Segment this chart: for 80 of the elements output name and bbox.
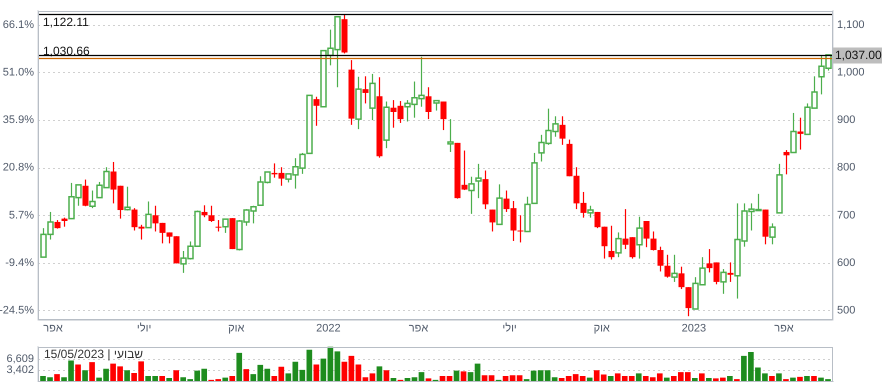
bar [54,374,60,382]
bar [636,373,642,382]
y2-tick-label: 5.7% [8,209,34,222]
candlestick [644,220,650,248]
bar [229,376,236,382]
y2-tick-label: -24.5% [0,304,34,317]
candlestick [608,225,614,260]
y-tick-label: 3,402 [6,364,34,376]
bar [89,362,95,382]
y-tick-label: 800 [837,162,856,174]
y-tick-label: 6,609 [6,353,34,366]
bar [243,369,250,382]
candlestick [560,116,566,146]
bar [727,376,733,382]
candlestick [362,76,368,104]
candlestick [686,286,692,317]
candlestick [518,214,524,244]
bar [460,371,466,382]
y-tick-label: 1,000 [837,66,865,79]
candlestick [798,117,804,150]
bar [811,376,817,382]
candlestick [314,96,320,126]
annotation: שבועי | 15/05/2023 [44,346,144,361]
bar [769,376,775,382]
x-tick-label: 2023 [682,322,706,335]
x-tick-label: אפר [408,322,428,335]
bar [586,378,593,382]
candlestick [202,204,208,218]
candlestick [490,208,496,232]
bar [797,376,803,382]
y2-tick-label: 51.0% [2,66,34,79]
candlestick [208,205,214,223]
bar [608,376,614,382]
ref-line-label: 1,122.11 [43,14,90,29]
y-tick-label: 500 [837,304,856,317]
bar [376,366,382,382]
candlestick [650,230,656,252]
y2-tick-label: 20.8% [2,162,34,174]
candlestick [62,217,68,228]
y-tick-label: 700 [837,209,856,222]
candlestick [216,219,222,232]
y-tick-label: 900 [837,114,856,126]
y2-tick-label: 35.9% [2,114,34,126]
x-tick-label: אפר [774,322,794,335]
bar [699,373,705,382]
y2-tick-label: 66.1% [2,18,34,31]
bar [804,376,810,382]
y-tick-label: 600 [837,256,856,269]
bar [664,378,670,382]
candlestick [440,100,446,131]
bar [75,364,81,382]
bar [222,378,228,382]
bar [790,378,796,382]
bar [390,378,396,382]
bar [124,370,130,382]
bar [173,370,180,382]
candlestick [728,262,734,283]
candlestick [678,266,684,290]
x-tick-label: יולי [502,322,517,335]
y2-tick-label: -9.4% [5,256,34,269]
bar [454,370,460,382]
x-tick-label: יולי [136,322,152,335]
candlestick [784,149,790,175]
x-tick-label: אפר [43,322,63,335]
x-tick-label: 2022 [316,322,341,335]
bar [776,373,782,382]
bar [384,370,390,382]
bar [159,376,165,382]
bar [82,370,88,382]
candlestick [426,86,432,120]
x-tick-label: אוק [228,322,244,335]
ref-line-label: 1,030.66 [43,44,90,58]
bar [236,352,242,382]
bar [314,364,320,382]
y-tick-label: 1,100 [837,18,865,31]
x-tick-label: אוק [594,322,610,335]
ref-line-label: 1,037.00 [835,48,882,62]
candlestick [658,246,664,272]
candlestick [664,254,670,278]
candlestick [82,178,88,207]
